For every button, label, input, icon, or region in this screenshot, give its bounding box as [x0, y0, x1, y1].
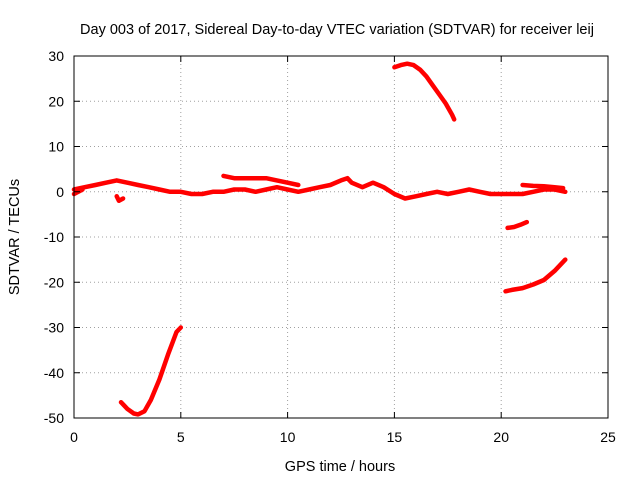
x-tick-label: 25 [600, 429, 616, 445]
y-tick-label: 0 [56, 184, 64, 200]
y-tick-label: -40 [44, 365, 64, 381]
x-tick-label: 5 [177, 429, 185, 445]
chart-title: Day 003 of 2017, Sidereal Day-to-day VTE… [80, 22, 594, 38]
y-tick-label: -20 [44, 274, 64, 290]
data-traces [71, 61, 568, 417]
sdtvar-trace-4 [118, 325, 184, 417]
x-tick-label: 15 [387, 429, 403, 445]
sdtvar-trace-5 [503, 257, 568, 294]
axis-ticks: 0 5 10 15 20 25 -50 -40 -30 -20 -10 0 10 20 30 [44, 48, 616, 445]
sdtvar-trace-3 [392, 61, 457, 122]
y-tick-label: -10 [44, 229, 64, 245]
y-tick-label: 10 [48, 139, 64, 155]
sdtvar-trace-6 [505, 219, 530, 231]
y-tick-label: -30 [44, 320, 64, 336]
y-tick-label: 20 [48, 93, 64, 109]
x-axis-label: GPS time / hours [285, 459, 395, 475]
x-tick-label: 0 [70, 429, 78, 445]
grid [74, 56, 608, 418]
y-axis-label: SDTVAR / TECUs [7, 179, 23, 295]
sdtvar-trace-8 [114, 194, 126, 204]
sdtvar-trace-7 [520, 182, 566, 191]
x-tick-label: 20 [493, 429, 509, 445]
y-tick-label: 30 [48, 48, 64, 64]
sdtvar-trace-1 [71, 175, 568, 201]
x-tick-label: 10 [280, 429, 296, 445]
y-tick-label: -50 [44, 410, 64, 426]
sdtvar-trace-2 [221, 173, 301, 188]
